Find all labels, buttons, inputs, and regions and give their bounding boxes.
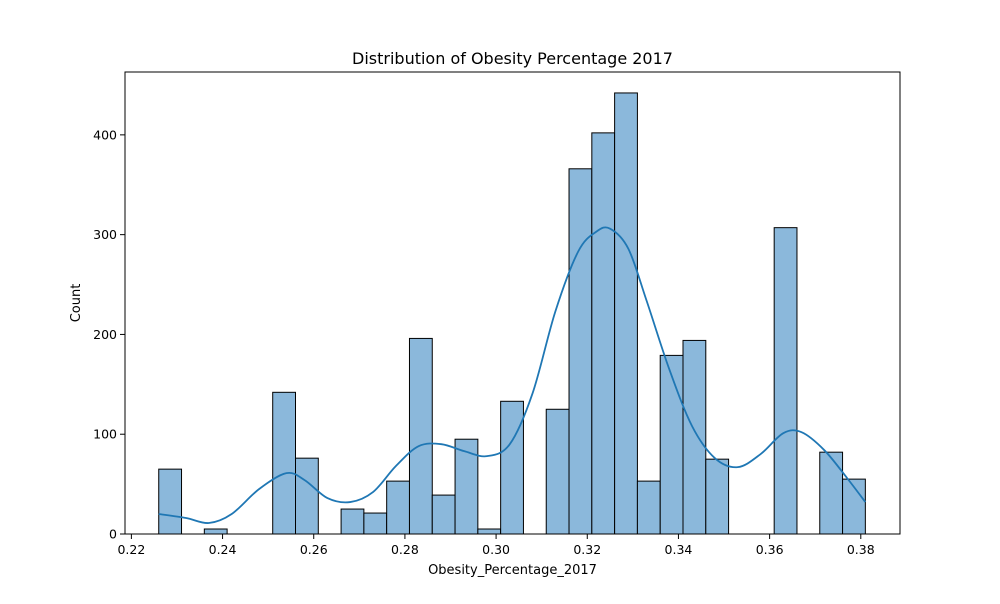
y-tick-label: 100 bbox=[93, 427, 117, 442]
x-tick-label: 0.38 bbox=[847, 542, 875, 557]
histogram-bar bbox=[477, 528, 502, 535]
histogram-bar bbox=[408, 337, 433, 535]
histogram-bar bbox=[773, 227, 798, 535]
histogram-bar bbox=[272, 391, 296, 535]
x-axis-ticks: 0.22 0.24 0.26 0.28 0.30 0.32 0.34 0.36 0.38 bbox=[117, 534, 875, 557]
x-tick-label: 0.32 bbox=[573, 542, 601, 557]
y-tick-label: 0 bbox=[109, 527, 117, 542]
kde-curve bbox=[158, 226, 867, 524]
x-tick-label: 0.30 bbox=[482, 542, 510, 557]
histogram-bar bbox=[568, 168, 593, 535]
x-tick-label: 0.36 bbox=[756, 542, 784, 557]
x-tick-label: 0.22 bbox=[117, 542, 145, 557]
histogram-bar bbox=[340, 508, 365, 535]
x-tick-label: 0.34 bbox=[665, 542, 693, 557]
y-tick-label: 300 bbox=[93, 227, 117, 242]
x-tick-label: 0.24 bbox=[209, 542, 237, 557]
histogram-bar bbox=[591, 132, 616, 535]
x-tick-label: 0.28 bbox=[391, 542, 419, 557]
x-axis-label: Obesity_Percentage_2017 bbox=[428, 563, 597, 578]
histogram-bar bbox=[295, 457, 319, 535]
histogram-bar bbox=[819, 451, 844, 535]
histogram-bar bbox=[431, 494, 456, 535]
histogram-bar bbox=[386, 480, 410, 535]
histogram-bar bbox=[705, 458, 730, 535]
plot-frame bbox=[124, 71, 901, 535]
histogram-bar bbox=[203, 528, 228, 535]
y-tick-label: 200 bbox=[93, 327, 117, 342]
y-axis-label: Count bbox=[69, 284, 84, 323]
y-axis-ticks: 0 100 200 300 400 bbox=[93, 127, 125, 542]
histogram-bar bbox=[363, 512, 388, 535]
histogram-bar bbox=[614, 92, 638, 535]
x-tick-label: 0.26 bbox=[300, 542, 328, 557]
histogram-bar bbox=[636, 480, 661, 535]
histogram-bar bbox=[454, 438, 479, 535]
y-tick-label: 400 bbox=[93, 127, 117, 142]
histogram-bar bbox=[500, 400, 524, 535]
histogram-bar bbox=[545, 408, 570, 535]
histogram-bar bbox=[682, 339, 707, 535]
bars-group bbox=[158, 92, 866, 535]
chart-title: Distribution of Obesity Percentage 2017 bbox=[352, 49, 673, 68]
histogram-bar bbox=[158, 468, 183, 535]
histogram-bar bbox=[659, 354, 684, 535]
